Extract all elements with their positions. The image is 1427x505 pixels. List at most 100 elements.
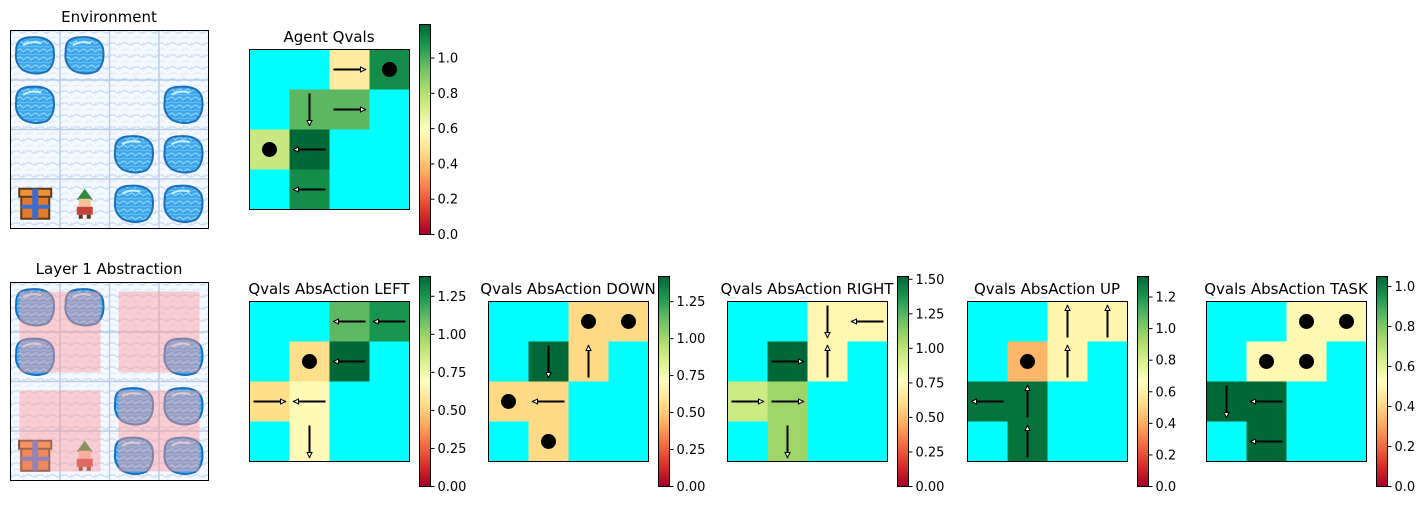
water-hole-icon	[64, 36, 105, 75]
environment-grid	[10, 30, 209, 229]
arrow-right	[333, 106, 367, 113]
colorbar-tick-label: 1.0	[438, 52, 459, 67]
colorbar-tick-label: 1.25	[677, 295, 706, 310]
arrow-down	[306, 93, 313, 127]
water-hole-icon	[113, 135, 154, 174]
qvals-up-title: Qvals AbsAction UP	[974, 280, 1120, 298]
water-hole-icon	[14, 288, 55, 327]
elf-agent-icon	[76, 188, 93, 219]
heatmap-frame	[967, 301, 1128, 462]
colorbar-tick-label: 0.25	[677, 443, 706, 458]
arrow-left	[292, 398, 326, 405]
colorbar-tick-label: 0.6	[438, 122, 459, 137]
arrow-left	[372, 318, 406, 325]
state-dot	[1339, 314, 1354, 329]
arrow-left	[332, 358, 366, 365]
arrow-up	[1104, 304, 1111, 338]
arrow-right	[731, 398, 765, 405]
abstraction-title: Layer 1 Abstraction	[36, 260, 183, 278]
env-frame	[10, 282, 209, 481]
heatmap-frame	[249, 301, 410, 462]
colorbar-tick-label: 0.4	[1395, 400, 1416, 415]
colorbar-tick-label: 0.75	[916, 376, 945, 391]
state-dot	[1299, 314, 1314, 329]
qvals-down-title: Qvals AbsAction DOWN	[480, 280, 655, 298]
water-hole-icon	[163, 387, 204, 426]
colorbar	[419, 24, 431, 235]
colorbar-tick-label: 0.0	[1395, 480, 1416, 495]
arrow-left	[1249, 398, 1283, 405]
colorbar-tick-label: 0.0	[438, 228, 459, 243]
colorbar-tick-label: 0.8	[1156, 354, 1177, 369]
water-hole-icon	[14, 36, 55, 75]
state-dot	[262, 142, 277, 157]
arrow-down	[545, 345, 552, 379]
heatmap-frame	[1206, 301, 1367, 462]
agent-qvals-title: Agent Qvals	[283, 28, 374, 46]
colorbar-tick-label: 0.75	[677, 369, 706, 384]
colorbar-tick-label: 0.50	[438, 404, 467, 419]
present-box-icon	[18, 187, 53, 220]
colorbar-tick-label: 0.4	[438, 157, 459, 172]
arrow-left	[1249, 438, 1283, 445]
arrow-right	[253, 398, 287, 405]
colorbar-tick-label: 1.0	[1395, 280, 1416, 295]
colorbar-tick-label: 0.75	[438, 366, 467, 381]
arrow-left	[531, 398, 565, 405]
colorbar-tick-label: 1.00	[677, 332, 706, 347]
state-dot	[1299, 354, 1314, 369]
heatmap-frame	[249, 49, 410, 210]
colorbar-tick-label: 0.50	[677, 406, 706, 421]
abstraction-region	[118, 390, 200, 472]
colorbar-tick-label: 0.0	[1156, 480, 1177, 495]
arrow-up	[1064, 304, 1071, 338]
colorbar-tick-label: 0.50	[916, 411, 945, 426]
agent-qvals-panel: Agent Qvals 0.0 0.2 0.4 0.6 0.8 1.0	[249, 24, 459, 243]
colorbar-tick-label: 0.4	[1156, 417, 1177, 432]
state-dot	[581, 314, 596, 329]
arrow-down	[824, 305, 831, 339]
qvals-task-panel: Qvals AbsAction TASK 0.0 0.2 0.4 0.6 0.8 1.0	[1204, 276, 1416, 495]
water-hole-icon	[113, 184, 154, 223]
abstraction-region	[118, 291, 200, 373]
env-frame	[10, 30, 209, 229]
arrow-left	[292, 146, 326, 153]
colorbar-tick-label: 0.2	[1395, 440, 1416, 455]
arrow-up	[1024, 424, 1031, 458]
colorbar	[1376, 276, 1388, 487]
abstraction-region	[19, 291, 101, 373]
water-hole-icon	[113, 387, 154, 426]
heatmap-frame	[488, 301, 649, 462]
colorbar-tick-label: 0.25	[438, 442, 467, 457]
present-box-icon	[18, 439, 53, 472]
colorbar-tick-label: 0.00	[916, 480, 945, 495]
colorbar-tick-label: 1.00	[438, 328, 467, 343]
water-hole-icon	[163, 135, 204, 174]
state-dot	[302, 354, 317, 369]
colorbar-tick-label: 0.00	[438, 480, 467, 495]
arrow-right	[771, 398, 805, 405]
colorbar-tick-label: 0.2	[438, 193, 459, 208]
arrow-left	[970, 398, 1004, 405]
state-dot	[1020, 354, 1035, 369]
colorbar	[658, 276, 670, 487]
arrow-left	[332, 318, 366, 325]
water-hole-icon	[14, 85, 55, 124]
arrow-up	[1024, 384, 1031, 418]
elf-agent-icon	[76, 440, 93, 471]
arrow-down	[784, 425, 791, 459]
colorbar-tick-label: 0.6	[1156, 385, 1177, 400]
arrow-left	[292, 186, 326, 193]
colorbar	[1137, 276, 1149, 487]
colorbar-tick-label: 1.25	[438, 290, 467, 305]
water-hole-icon	[163, 184, 204, 223]
state-dot	[382, 62, 397, 77]
qvals-task-title: Qvals AbsAction TASK	[1204, 280, 1369, 298]
state-dot	[1259, 354, 1274, 369]
state-dot	[541, 434, 556, 449]
arrow-up	[1064, 344, 1071, 378]
colorbar-tick-label: 0.8	[438, 87, 459, 102]
water-hole-icon	[163, 85, 204, 124]
colorbar-tick-label: 0.6	[1395, 360, 1416, 375]
